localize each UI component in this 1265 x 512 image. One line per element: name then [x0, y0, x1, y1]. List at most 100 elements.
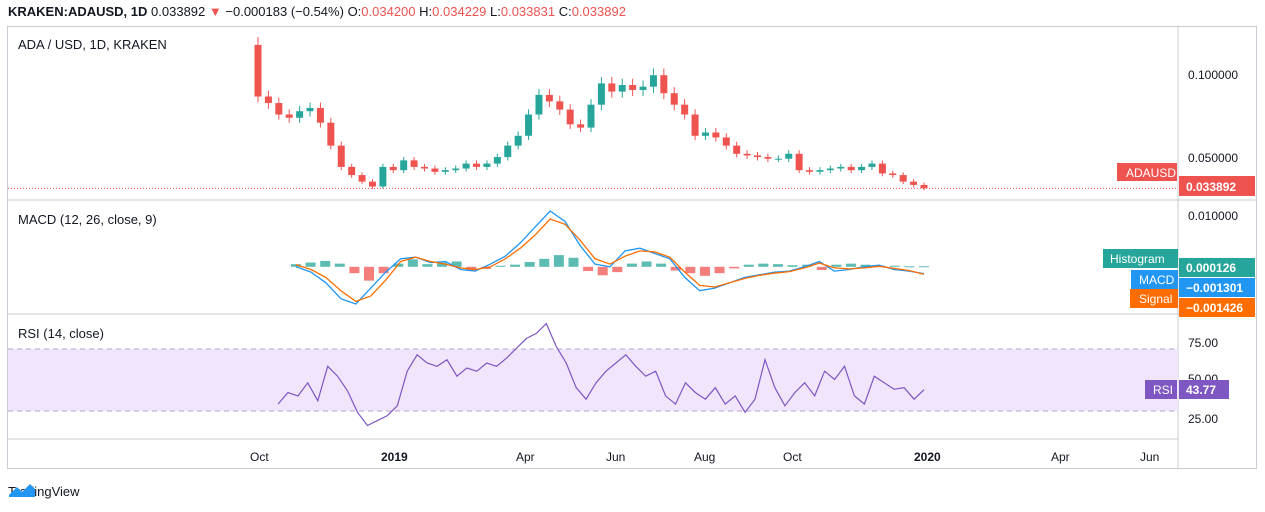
candle-body: [806, 170, 814, 172]
high-value: 0.034229: [432, 4, 487, 19]
rsi-series: [277, 322, 925, 427]
macd-label: MACD −0.001301: [1131, 270, 1255, 297]
histogram-bar: [320, 260, 331, 267]
time-tick: Aug: [694, 450, 715, 464]
candle-body: [348, 166, 356, 176]
rsi-tick: 25.00: [1188, 412, 1218, 426]
histogram-bar: [699, 266, 710, 276]
candle-body: [566, 109, 574, 125]
candle-body: [722, 137, 730, 146]
rsi-label-bg: [1145, 380, 1177, 399]
histogram-bar: [568, 257, 579, 267]
candle-body: [660, 75, 668, 94]
candle-body: [910, 181, 918, 185]
candle-body: [275, 103, 283, 115]
candle-body: [670, 93, 678, 105]
candle-body: [858, 166, 866, 171]
rsi-label-text: RSI: [1153, 383, 1173, 397]
histogram-bar: [495, 265, 506, 267]
histogram-bar: [437, 262, 448, 267]
candle-body: [337, 145, 345, 167]
footer: TradingView: [8, 482, 80, 500]
candle-body: [701, 132, 709, 136]
candle-body: [493, 157, 501, 164]
candle-body: [618, 85, 626, 92]
candle-body: [316, 107, 324, 123]
candle-body: [462, 163, 470, 169]
histogram-bar: [816, 266, 827, 270]
candle-body: [410, 160, 418, 167]
rsi-value-bg: [1179, 380, 1229, 399]
candle-body: [681, 104, 689, 115]
candle-body: [868, 163, 876, 167]
candle-body: [441, 170, 449, 172]
open-value: 0.034200: [361, 4, 416, 19]
candle-body: [878, 163, 886, 174]
candle-body: [389, 166, 397, 171]
price-pane-title: ADA / USD, 1D, KRAKEN: [18, 37, 167, 52]
low-value: 0.033831: [500, 4, 556, 19]
candle-body: [358, 175, 366, 182]
histogram-bar: [524, 262, 535, 267]
candle-body: [483, 163, 491, 167]
candle-body: [306, 107, 314, 112]
candle-body: [400, 160, 408, 171]
tradingview-logo-icon: [9, 484, 35, 497]
signal-label: Signal −0.001426: [1130, 289, 1255, 317]
histogram-bar: [904, 266, 915, 268]
histogram-bar: [349, 266, 360, 274]
signal-value-text: −0.001426: [1186, 301, 1243, 315]
candle-body: [920, 184, 928, 189]
histogram-label: Histogram 0.000126: [1103, 249, 1255, 277]
candle-body: [629, 85, 637, 90]
histogram-bar: [889, 265, 900, 267]
histogram-bar: [860, 264, 871, 267]
time-tick: Apr: [516, 450, 535, 464]
candle-body: [837, 166, 845, 169]
candle-body: [649, 75, 657, 87]
last-price-label-bg: [1179, 176, 1255, 196]
histogram-bar: [364, 266, 375, 281]
macd-value-text: −0.001301: [1186, 281, 1243, 295]
histogram-label-text: Histogram: [1110, 252, 1165, 266]
candle-body: [712, 132, 720, 138]
candle-body: [264, 96, 272, 104]
candle-body: [795, 153, 803, 171]
time-tick: Jun: [606, 450, 625, 464]
rsi-line: [277, 322, 925, 427]
time-tick: 2019: [381, 450, 408, 464]
rsi-pane-title: RSI (14, close): [18, 326, 104, 341]
histogram-bar: [539, 258, 550, 267]
last-price-label-text: 0.033892: [1186, 180, 1236, 194]
rsi-label: RSI 43.77: [1145, 380, 1229, 399]
rsi-value-text: 43.77: [1186, 383, 1216, 397]
candle-body: [514, 135, 522, 146]
macd-line: [295, 210, 925, 305]
adausd-label-bg: [1117, 163, 1177, 181]
candle-body: [285, 114, 293, 118]
histogram-bar: [714, 266, 725, 274]
candle-body: [743, 153, 751, 156]
price-series: [8, 36, 1178, 191]
histogram-bar: [334, 263, 345, 267]
histogram-bar: [612, 266, 623, 273]
histogram-bar: [743, 264, 754, 267]
histogram-bar: [422, 264, 433, 267]
histogram-value-bg: [1179, 258, 1255, 277]
histogram-bar: [670, 266, 681, 271]
candle-body: [587, 104, 595, 128]
price-tick: 0.100000: [1188, 68, 1238, 82]
candle-body: [535, 94, 543, 115]
close-label: C:: [558, 4, 572, 19]
close-value: 0.033892: [571, 4, 626, 19]
chart-svg[interactable]: ADA / USD, 1D, KRAKEN MACD (12, 26, clos…: [8, 27, 1256, 468]
down-arrow-icon: ▼: [208, 4, 222, 19]
histogram-bar: [729, 266, 740, 269]
candle-body: [556, 101, 564, 110]
histogram-bar: [597, 266, 608, 276]
macd-value-bg: [1179, 278, 1255, 297]
histogram-bar: [510, 264, 521, 267]
chart-container[interactable]: ADA / USD, 1D, KRAKEN MACD (12, 26, clos…: [7, 26, 1257, 469]
candle-body: [774, 158, 782, 160]
macd-tick: 0.010000: [1188, 209, 1238, 223]
